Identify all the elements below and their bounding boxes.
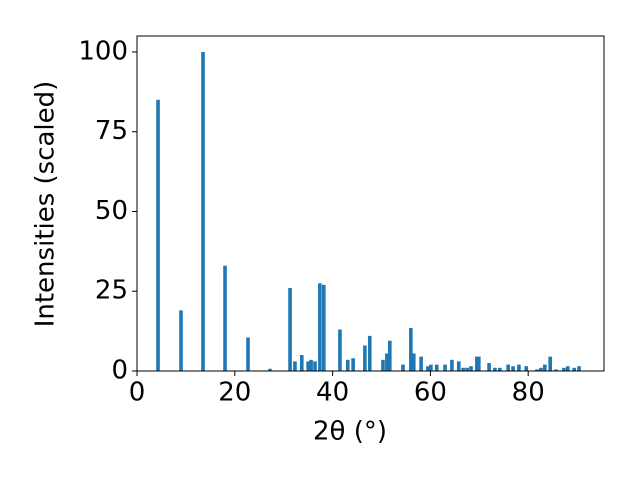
bar — [246, 337, 250, 371]
bar — [409, 327, 413, 371]
bar — [313, 361, 317, 371]
bar — [511, 366, 515, 371]
bar — [456, 361, 461, 371]
x-tick-label: 80 — [512, 378, 545, 408]
bar — [554, 369, 558, 371]
bar — [268, 368, 272, 371]
y-tick-label: 50 — [95, 196, 128, 226]
bar — [156, 99, 160, 372]
x-tick-label: 0 — [129, 378, 146, 408]
bar — [318, 283, 322, 371]
bar — [477, 356, 481, 371]
bar — [363, 345, 367, 371]
bar — [385, 353, 389, 371]
bar — [548, 356, 553, 371]
bar — [450, 359, 454, 371]
bar — [493, 367, 497, 371]
bar — [429, 364, 433, 371]
bar — [411, 353, 416, 371]
x-tick-label: 40 — [316, 378, 349, 408]
bar — [367, 335, 372, 371]
bar — [572, 367, 576, 371]
y-axis-label: Intensities (scaled) — [31, 81, 61, 328]
bar — [381, 359, 385, 371]
bar — [338, 329, 342, 371]
bar — [293, 361, 297, 371]
bar — [345, 359, 350, 371]
bar — [524, 366, 529, 371]
y-tick-label: 0 — [111, 356, 128, 386]
bar — [469, 366, 473, 371]
x-axis-label: 2θ (°) — [313, 417, 387, 447]
bar — [351, 358, 355, 371]
y-tick-label: 25 — [95, 276, 128, 306]
y-tick-label: 75 — [95, 116, 128, 146]
bar — [506, 364, 510, 371]
bar — [566, 366, 570, 371]
x-tick-label: 20 — [218, 378, 251, 408]
bar — [309, 359, 313, 371]
bar — [306, 361, 310, 371]
bar — [223, 265, 227, 371]
bar — [288, 288, 292, 371]
bar — [465, 367, 469, 371]
bar — [434, 364, 439, 371]
bar — [322, 284, 326, 371]
bar — [577, 366, 581, 371]
bar — [475, 356, 479, 371]
bar — [535, 369, 539, 371]
bar — [201, 51, 205, 371]
bar — [443, 364, 447, 371]
bar — [487, 363, 491, 371]
bar — [401, 364, 405, 371]
bar — [419, 356, 423, 371]
plot-frame — [136, 35, 605, 372]
bar — [539, 367, 543, 371]
bar — [461, 367, 465, 371]
bar — [426, 366, 430, 371]
y-tick-label: 100 — [78, 36, 128, 66]
bar — [498, 367, 502, 371]
x-tick-label: 60 — [414, 378, 447, 408]
bar — [517, 364, 521, 371]
bar — [543, 364, 547, 371]
bar — [179, 310, 183, 371]
bar — [388, 340, 392, 371]
bar — [562, 367, 566, 371]
bar — [299, 355, 304, 371]
